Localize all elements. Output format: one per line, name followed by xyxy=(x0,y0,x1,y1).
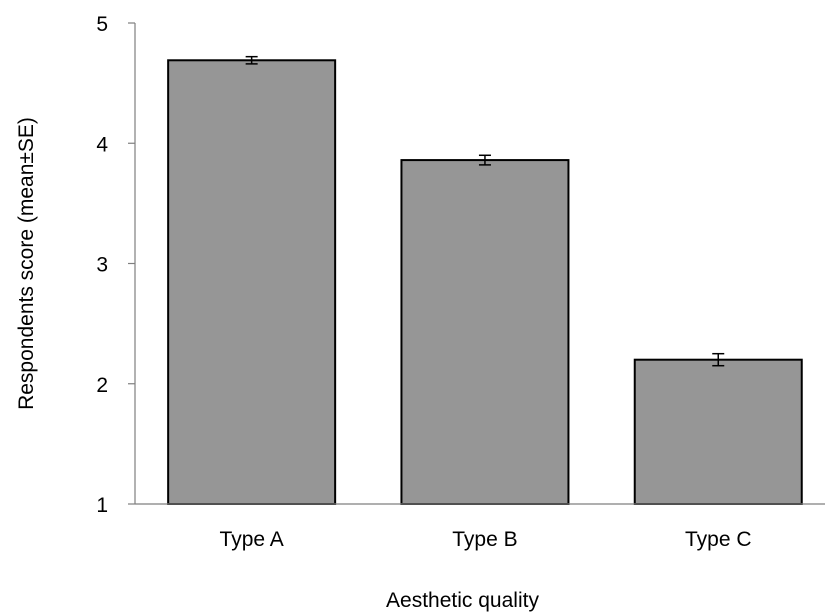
x-tick-label: Type B xyxy=(452,528,517,551)
y-tick-label: 2 xyxy=(96,374,108,397)
error-bar xyxy=(245,55,258,65)
bars-layer xyxy=(167,59,803,506)
bar xyxy=(400,159,570,506)
x-tick-label: Type C xyxy=(685,528,752,551)
error-bar xyxy=(712,352,725,367)
bar xyxy=(167,59,337,506)
error-bar xyxy=(478,154,491,166)
x-axis-title: Aesthetic quality xyxy=(386,589,539,612)
y-axis-title: Respondents score (mean±SE) xyxy=(15,117,38,410)
y-ticks-layer: 1 2 3 4 5 xyxy=(96,13,135,517)
y-tick-label: 3 xyxy=(96,254,108,277)
y-tick-label: 1 xyxy=(96,494,108,517)
x-ticks-layer: Type A Type B Type C xyxy=(220,528,752,551)
y-tick-label: 4 xyxy=(96,133,108,156)
x-tick-label: Type A xyxy=(220,528,284,551)
y-tick-label: 5 xyxy=(96,13,108,36)
bar xyxy=(633,358,803,506)
error-bars-layer xyxy=(245,55,725,367)
